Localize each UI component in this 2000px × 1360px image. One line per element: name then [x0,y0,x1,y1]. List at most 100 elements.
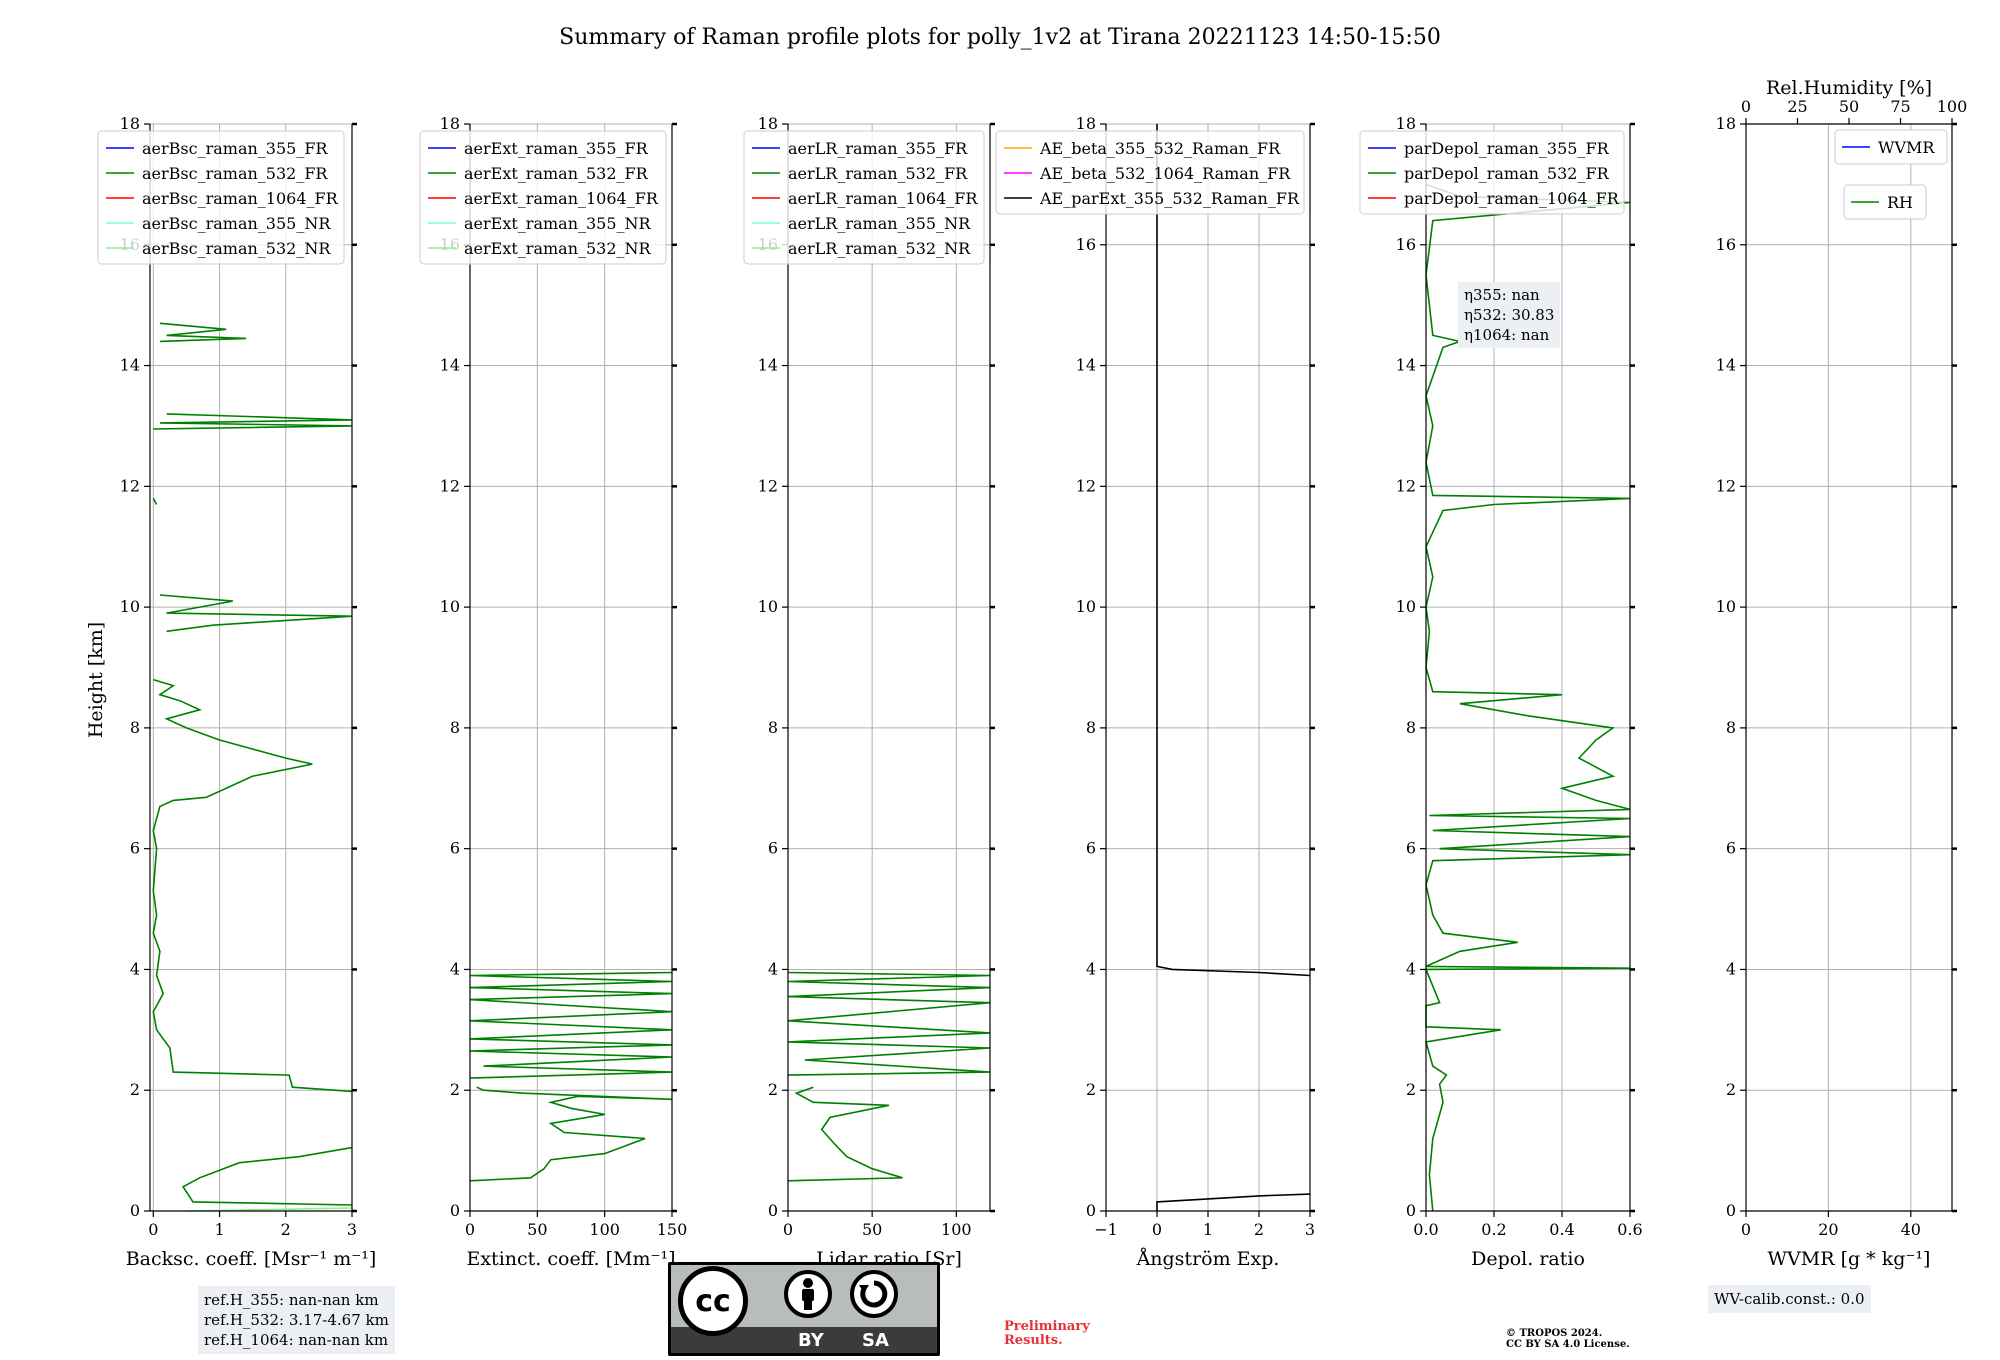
x-tick-label: 2 [1254,1220,1264,1239]
y-tick-label: 4 [1726,959,1736,978]
y-tick-label: 8 [1726,718,1736,737]
legend-label: aerBsc_raman_532_FR [142,164,328,183]
y-tick-label: 18 [758,114,778,133]
y-tick-label: 10 [758,597,778,616]
subplot-panels: 0246810121416180123Backsc. coeff. [Msr⁻¹… [97,77,1968,1270]
y-tick-label: 18 [120,114,140,133]
y-tick-label: 16 [1716,235,1736,254]
x-axis-label: WVMR [g * kg⁻¹] [1768,1248,1931,1270]
y-tick-label: 4 [1086,959,1096,978]
y-tick-label: 10 [1076,597,1096,616]
y-tick-label: 18 [1716,114,1736,133]
y-tick-label: 8 [768,718,778,737]
y-tick-label: 0 [768,1201,778,1220]
y-tick-label: 4 [768,959,778,978]
subplot-2: 024681012141618050100150Extinct. coeff. … [419,114,687,1270]
person-icon [784,1270,832,1318]
legend-label: parDepol_raman_1064_FR [1404,189,1620,208]
x-tick-label: 50 [527,1220,547,1239]
ref-height-532: ref.H_532: 3.17-4.67 km [204,1311,389,1329]
series-line [181,1146,353,1206]
eta-355: η355: nan [1464,286,1540,304]
legend-label: aerLR_raman_1064_FR [788,189,978,208]
x-axis-label: Extinct. coeff. [Mm⁻¹] [466,1248,675,1270]
legend-label: aerLR_raman_355_NR [788,214,971,233]
y-tick-label: 0 [450,1201,460,1220]
y-tick-label: 6 [130,839,140,858]
series-line [152,498,158,505]
legend-label: parDepol_raman_355_FR [1404,139,1610,158]
subplot-6: 0 2 4 6 8 10 12 14 16 18 0 20 40 WVMR [g * kg⁻¹] 0 25 50… [1716,77,1968,1270]
eta-532: η532: 30.83 [1464,306,1555,324]
y-tick-label: 14 [1716,356,1736,375]
y-tick-label: 8 [1086,718,1096,737]
figure-title: Summary of Raman profile plots for polly… [559,25,1441,50]
y-tick-label: 14 [758,356,778,375]
legend-label: aerBsc_raman_355_FR [142,139,328,158]
eta-1064: η1064: nan [1464,326,1550,344]
x-tick-label: 0.0 [1413,1220,1438,1239]
legend-label: aerLR_raman_532_FR [788,164,968,183]
y-tick-label: 18 [1076,114,1096,133]
cc-by-label: BY [798,1330,824,1351]
y-tick-label: 12 [440,476,460,495]
y-tick-label: 6 [1086,839,1096,858]
series-line [787,971,991,1076]
y-tick-label: 0 [1406,1201,1416,1220]
y-tick-label: 0 [130,1201,140,1220]
y-tick-label: 4 [130,959,140,978]
x-tick-label: 3 [1305,1220,1315,1239]
top-x-tick-label: 50 [1839,97,1859,116]
top-x-axis-label: Rel.Humidity [%] [1766,77,1932,99]
y-tick-label: 18 [440,114,460,133]
ref-height-355: ref.H_355: nan-nan km [204,1291,379,1309]
legend-label: aerExt_raman_355_NR [464,214,652,233]
y-tick-label: 14 [440,356,460,375]
y-tick-label: 2 [768,1080,778,1099]
y-tick-label: 16 [1396,235,1416,254]
share-alike-icon [850,1270,898,1318]
series-line [159,322,247,343]
y-tick-label: 0 [1726,1201,1736,1220]
top-x-tick-label: 25 [1787,97,1807,116]
x-tick-label: 3 [347,1220,357,1239]
legend-label: aerLR_raman_532_NR [788,239,971,258]
y-tick-label: 14 [1076,356,1096,375]
legend-label: parDepol_raman_532_FR [1404,164,1610,183]
legend-label: aerExt_raman_1064_FR [464,189,659,208]
legend-box [1359,130,1625,215]
y-tick-label: 10 [1396,597,1416,616]
cc-license-badge: cc BY SA [668,1262,940,1356]
legend-label: RH [1887,193,1913,212]
legend-box [97,130,345,265]
series-line [469,971,673,1079]
series-line [152,678,353,1093]
x-tick-label: 40 [1901,1220,1921,1239]
series-line [1156,1193,1311,1211]
preliminary-note: Preliminary Results. [1004,1319,1090,1348]
series-line [159,594,353,633]
legend-label: aerExt_raman_532_FR [464,164,649,183]
y-tick-label: 6 [1406,839,1416,858]
x-tick-label: 0.4 [1549,1220,1574,1239]
y-tick-label: 10 [440,597,460,616]
legend-label: aerLR_raman_355_FR [788,139,968,158]
x-tick-label: −1 [1094,1220,1118,1239]
legend-label: aerExt_raman_532_NR [464,239,652,258]
subplot-5: 0 2 4 6 8 10 12 14 16 18 0.0 0.2 0.4 0.6 Depol. ratio p… [1359,114,1643,1270]
cc-logo-icon: cc [678,1266,748,1336]
y-tick-label: 14 [1396,356,1416,375]
y-tick-label: 8 [130,718,140,737]
series-line [153,413,353,430]
legend-box [743,130,985,265]
y-tick-label: 12 [758,476,778,495]
ref-height-1064: ref.H_1064: nan-nan km [204,1331,389,1349]
wv-calib-text: WV-calib.const.: 0.0 [1714,1290,1865,1308]
y-tick-label: 14 [120,356,140,375]
ref-height-box: ref.H_355: nan-nan km ref.H_532: 3.17-4.… [198,1286,395,1354]
x-axis-label: Ångström Exp. [1136,1248,1280,1270]
x-axis-label: Depol. ratio [1471,1248,1585,1270]
x-tick-label: 50 [862,1220,882,1239]
wv-calib-box: WV-calib.const.: 0.0 [1708,1285,1871,1313]
